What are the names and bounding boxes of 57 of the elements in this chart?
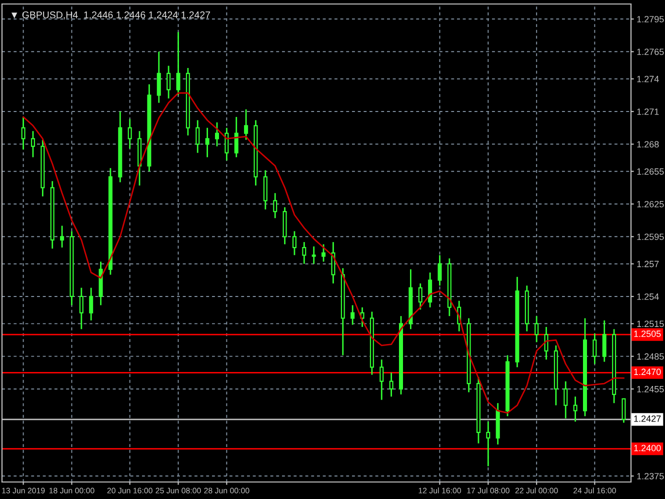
candlestick <box>602 320 606 362</box>
y-tick-label: 1.254 <box>637 293 659 300</box>
candlestick <box>60 225 64 248</box>
y-tick-label: 1.2625 <box>637 200 664 208</box>
candlestick <box>176 31 180 96</box>
candlestick <box>21 116 26 150</box>
candlestick <box>350 304 355 326</box>
candlestick <box>534 315 539 343</box>
y-tick-label: 1.271 <box>637 108 659 115</box>
candlestick <box>428 272 432 308</box>
candlestick <box>128 118 132 150</box>
candlestick <box>234 116 238 158</box>
candlestick <box>244 108 248 140</box>
candlestick <box>380 358 384 401</box>
candlestick <box>322 244 326 262</box>
candlestick <box>573 396 578 422</box>
candlestick <box>389 372 394 398</box>
candlestick <box>564 380 568 420</box>
candlestick <box>205 127 210 158</box>
candlestick <box>273 192 278 219</box>
candlestick <box>486 420 490 467</box>
line-series <box>22 92 624 414</box>
candlestick <box>331 241 336 284</box>
y-tick-label: 1.2485 <box>637 353 664 360</box>
candlestick <box>360 306 364 328</box>
y-tick-label: 1.2455 <box>637 386 664 392</box>
y-tick-label: 1.257 <box>637 260 659 268</box>
y-tick-label: 1.268 <box>637 141 659 148</box>
y-tick-label: 1.2765 <box>637 48 664 56</box>
candlestick <box>302 241 306 265</box>
text: ▼ GBPUSD,H4 1.2446 1.2446 1.2424 1.2427 <box>12 11 210 20</box>
ref-line-label: 1.2470 <box>634 368 661 376</box>
candlestick <box>622 398 626 424</box>
candlestick <box>418 282 422 310</box>
candlestick <box>438 254 442 286</box>
y-tick-label: 1.2375 <box>637 472 664 480</box>
candlestick <box>156 50 161 104</box>
ref-line-label: 1.2427 <box>634 415 661 422</box>
ref-line-label: 1.2400 <box>634 444 661 452</box>
candlestick <box>312 246 316 265</box>
ref-line-label: 1.2505 <box>634 330 661 337</box>
candlestick <box>292 230 296 256</box>
y-tick-label: 1.2515 <box>637 320 664 328</box>
candlestick <box>224 127 229 162</box>
y-tick-label: 1.2655 <box>637 168 664 175</box>
candlestick <box>30 130 35 158</box>
candlestick <box>263 170 268 210</box>
candlestick <box>79 287 84 330</box>
y-tick-label: 1.2595 <box>637 234 664 240</box>
candlestick <box>592 332 597 365</box>
y-tick-label: 1.2795 <box>637 16 664 22</box>
candlestick <box>89 287 94 322</box>
candlestick <box>196 120 200 154</box>
y-tick-label: 1.274 <box>637 76 659 82</box>
candlestick <box>544 326 548 360</box>
candlestick <box>214 122 219 148</box>
candlestick <box>166 65 171 100</box>
